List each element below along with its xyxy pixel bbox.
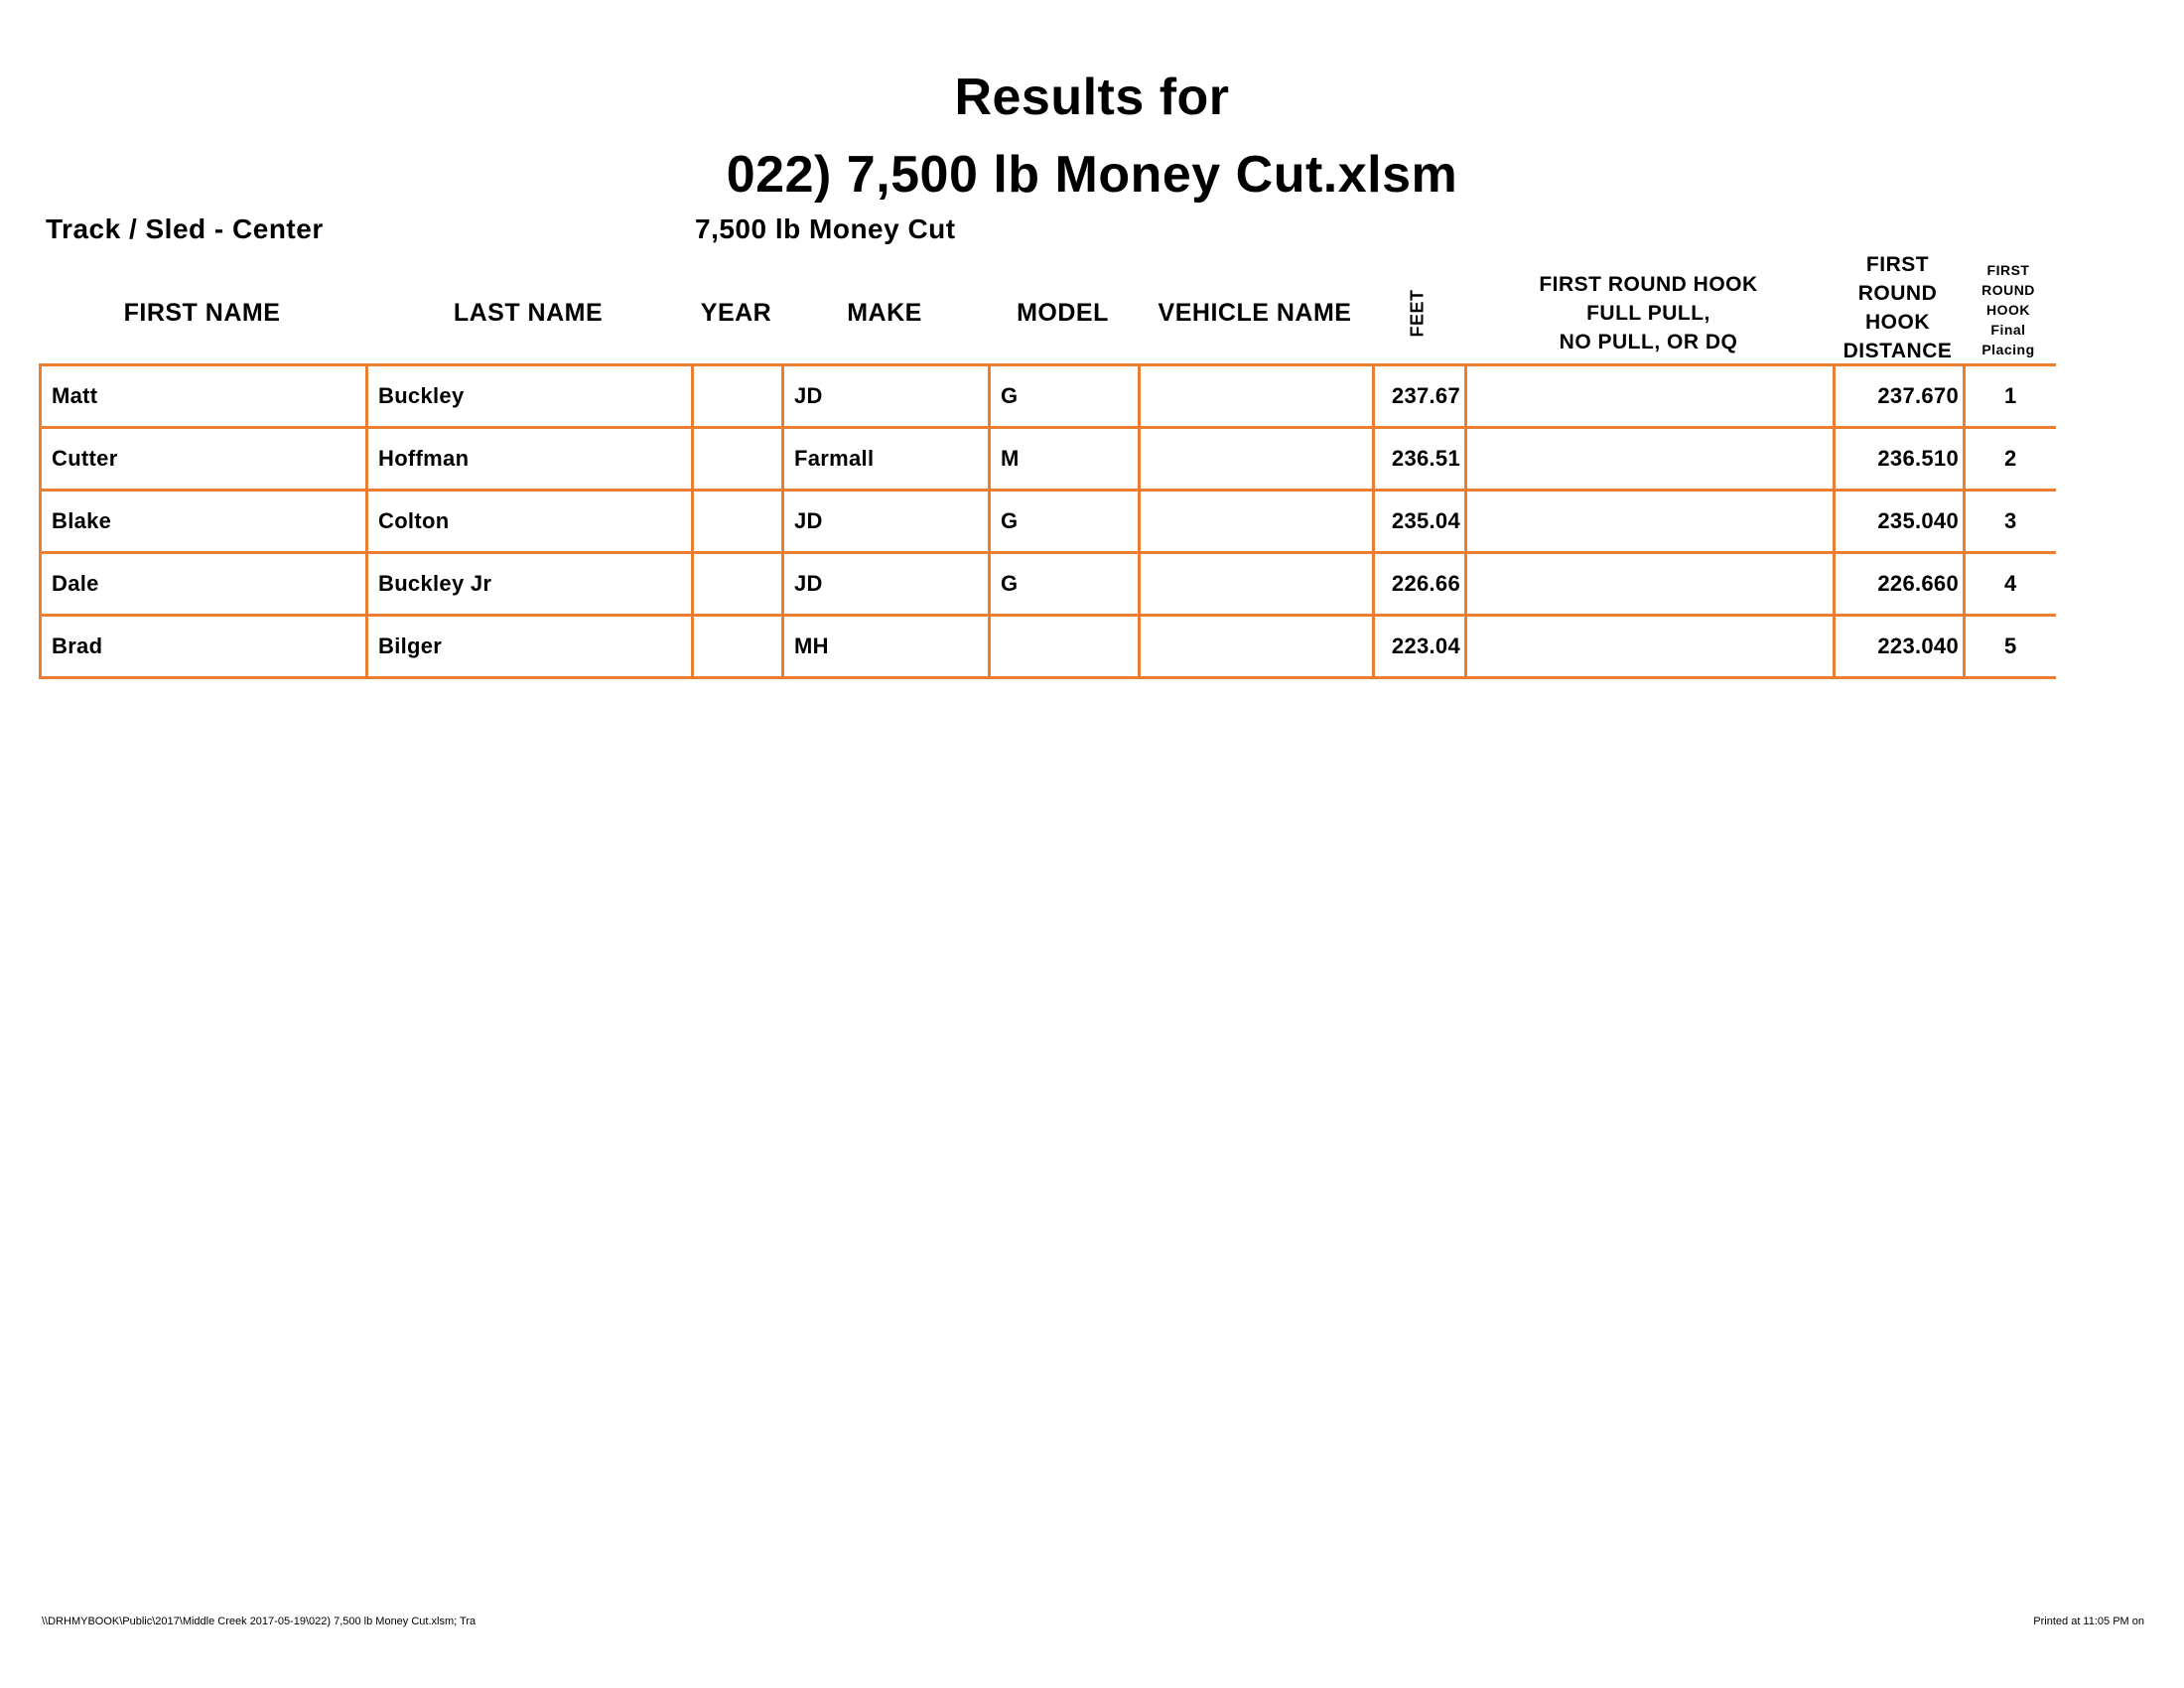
header-hook-distance-line: HOOK xyxy=(1865,311,1930,334)
cell-hook-status xyxy=(1464,614,1835,679)
cell-vehicle-name xyxy=(1138,363,1374,429)
header-placing-line: HOOK xyxy=(1986,302,2030,318)
cell-make: MH xyxy=(781,614,990,679)
header-hook-status: FIRST ROUND HOOK FULL PULL, NO PULL, OR … xyxy=(1464,268,1833,357)
header-last-name: LAST NAME xyxy=(453,298,604,327)
cell-hook-distance: 237.670 xyxy=(1833,363,1965,429)
title-line-1: Results for xyxy=(954,69,1230,126)
header-placing-line: Final xyxy=(1990,322,2026,338)
cell-hook-distance: 226.660 xyxy=(1833,551,1965,617)
table-row: Brad Bilger MH 223.04 223.040 5 xyxy=(39,614,2056,679)
class-label: 7,500 lb Money Cut xyxy=(695,213,956,244)
cell-vehicle-name xyxy=(1138,614,1374,679)
cell-feet: 236.51 xyxy=(1372,426,1466,492)
cell-hook-distance: 235.040 xyxy=(1833,489,1965,554)
header-year: YEAR xyxy=(700,298,772,327)
cell-placing: 1 xyxy=(1963,363,2056,429)
cell-first-name: Blake xyxy=(39,489,367,554)
cell-first-name: Matt xyxy=(39,363,367,429)
cell-year xyxy=(691,489,783,554)
header-feet: FEET xyxy=(1372,268,1464,357)
cell-first-name: Brad xyxy=(39,614,367,679)
cell-make: JD xyxy=(781,551,990,617)
cell-last-name: Hoffman xyxy=(365,426,693,492)
table-row: Cutter Hoffman Farmall M 236.51 236.510 2 xyxy=(39,426,2056,492)
header-hook-status-line: FULL PULL, xyxy=(1586,301,1710,325)
header-placing-line: Placing xyxy=(1981,342,2035,357)
results-table: Matt Buckley JD G 237.67 237.670 1 Cutter Hoffma… xyxy=(39,363,2056,679)
cell-model: G xyxy=(988,551,1140,617)
header-model: MODEL xyxy=(1017,298,1109,327)
cell-first-name: Cutter xyxy=(39,426,367,492)
cell-last-name: Buckley Jr xyxy=(365,551,693,617)
cell-last-name: Colton xyxy=(365,489,693,554)
cell-last-name: Bilger xyxy=(365,614,693,679)
cell-make: JD xyxy=(781,363,990,429)
cell-year xyxy=(691,426,783,492)
cell-feet: 226.66 xyxy=(1372,551,1466,617)
cell-feet: 223.04 xyxy=(1372,614,1466,679)
header-placing: FIRST ROUND HOOK Final Placing xyxy=(1963,260,2054,359)
cell-year xyxy=(691,614,783,679)
table-row: Matt Buckley JD G 237.67 237.670 1 xyxy=(39,363,2056,429)
header-feet-label: FEET xyxy=(1407,288,1428,338)
header-vehicle-name: VEHICLE NAME xyxy=(1158,298,1352,327)
cell-placing: 2 xyxy=(1963,426,2056,492)
header-hook-status-line: NO PULL, OR DQ xyxy=(1559,330,1738,353)
footer-printed: Printed at 11:05 PM on xyxy=(2033,1616,2144,1627)
cell-placing: 3 xyxy=(1963,489,2056,554)
cell-model: M xyxy=(988,426,1140,492)
cell-hook-distance: 236.510 xyxy=(1833,426,1965,492)
header-placing-line: FIRST xyxy=(1986,262,2030,278)
cell-last-name: Buckley xyxy=(365,363,693,429)
header-hook-status-line: FIRST ROUND HOOK xyxy=(1539,272,1758,296)
header-hook-distance-line: ROUND xyxy=(1857,282,1938,305)
cell-feet: 235.04 xyxy=(1372,489,1466,554)
cell-placing: 4 xyxy=(1963,551,2056,617)
header-first-name: FIRST NAME xyxy=(123,298,281,327)
cell-hook-status xyxy=(1464,551,1835,617)
table-row: Dale Buckley Jr JD G 226.66 226.660 4 xyxy=(39,551,2056,617)
header-placing-line: ROUND xyxy=(1981,282,2035,298)
cell-hook-status xyxy=(1464,363,1835,429)
cell-year xyxy=(691,551,783,617)
header-hook-distance-line: FIRST xyxy=(1865,253,1930,276)
cell-year xyxy=(691,363,783,429)
header-make: MAKE xyxy=(847,298,922,327)
cell-make: Farmall xyxy=(781,426,990,492)
cell-vehicle-name xyxy=(1138,551,1374,617)
cell-placing: 5 xyxy=(1963,614,2056,679)
title-line-2: 022) 7,500 lb Money Cut.xlsm xyxy=(726,146,1458,204)
cell-vehicle-name xyxy=(1138,426,1374,492)
track-label: Track / Sled - Center xyxy=(46,213,324,244)
footer-file-path: \\DRHMYBOOK\Public\2017\Middle Creek 201… xyxy=(42,1616,477,1627)
cell-first-name: Dale xyxy=(39,551,367,617)
cell-hook-status xyxy=(1464,489,1835,554)
cell-vehicle-name xyxy=(1138,489,1374,554)
cell-hook-status xyxy=(1464,426,1835,492)
header-hook-distance-line: DISTANCE xyxy=(1843,340,1953,362)
cell-make: JD xyxy=(781,489,990,554)
cell-feet: 237.67 xyxy=(1372,363,1466,429)
cell-model: G xyxy=(988,363,1140,429)
table-row: Blake Colton JD G 235.04 235.040 3 xyxy=(39,489,2056,554)
header-hook-distance: FIRST ROUND HOOK DISTANCE xyxy=(1833,250,1963,365)
cell-hook-distance: 223.040 xyxy=(1833,614,1965,679)
cell-model xyxy=(988,614,1140,679)
cell-model: G xyxy=(988,489,1140,554)
